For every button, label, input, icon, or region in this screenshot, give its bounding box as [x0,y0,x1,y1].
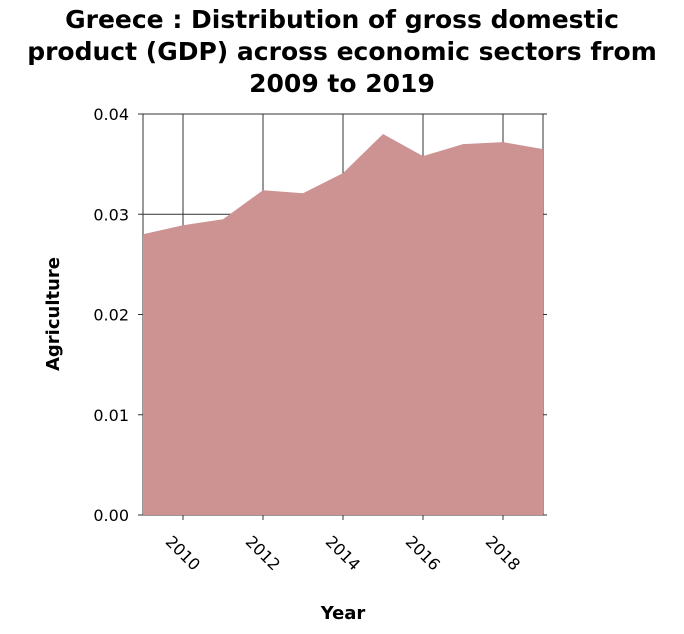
area-layer [143,134,543,516]
chart-title-line-2: product (GDP) across economic sectors fr… [27,37,657,66]
x-tick-label: 2016 [402,532,444,574]
y-tick-label: 0.02 [93,306,129,325]
x-tick-label: 2018 [482,532,524,574]
chart-title: Greece : Distribution of gross domestic … [0,4,684,100]
x-tick-label: 2010 [162,532,204,574]
chart-title-line-3: 2009 to 2019 [249,69,435,98]
x-tick-label: 2012 [242,532,284,574]
area-series [143,134,543,516]
x-axis-title: Year [320,603,366,624]
y-tick-label: 0.03 [93,205,129,224]
x-tick-label: 2014 [322,532,364,574]
y-axis-title: Agriculture [43,257,64,371]
chart-title-line-1: Greece : Distribution of gross domestic [65,5,619,34]
y-tick-label: 0.00 [93,506,129,525]
y-tick-label: 0.01 [93,406,129,425]
y-tick-label: 0.04 [93,105,129,124]
